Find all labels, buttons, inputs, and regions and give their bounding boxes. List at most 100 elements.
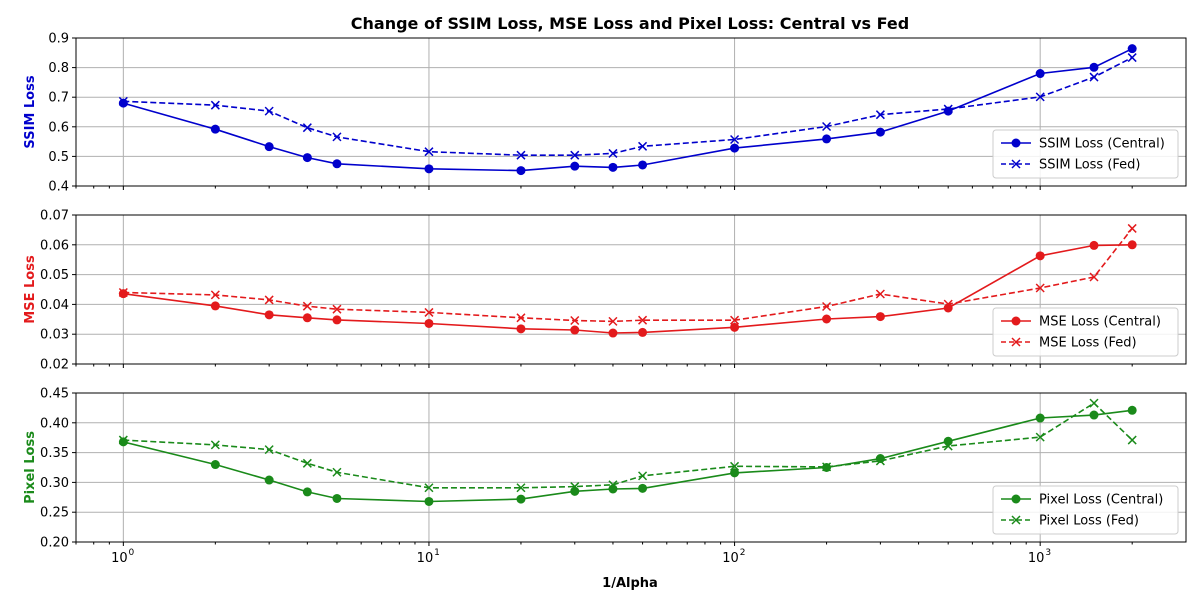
data-point — [1127, 44, 1137, 54]
data-point — [332, 132, 342, 142]
y-tick-label: 0.6 — [48, 120, 69, 135]
legend-box — [992, 485, 1179, 535]
series-line — [123, 56, 1133, 156]
y-tick-label: 0.5 — [48, 150, 69, 165]
data-point — [210, 440, 220, 450]
y-axis-label: Pixel Loss — [23, 431, 38, 504]
axes-frame — [75, 214, 1187, 365]
data-point — [608, 148, 618, 158]
data-point — [264, 310, 274, 320]
data-point — [608, 328, 618, 338]
data-point — [570, 486, 580, 496]
data-point — [875, 127, 885, 137]
x-tick-exponent: 1 — [434, 548, 440, 558]
data-point — [118, 437, 128, 447]
y-tick-label: 0.25 — [40, 506, 69, 521]
data-point — [302, 123, 312, 133]
legend: SSIM Loss (Central) SSIM Loss (Fed) — [992, 129, 1179, 179]
legend-marker — [1011, 316, 1021, 326]
data-point — [875, 456, 885, 466]
x-tick-label: 10 — [722, 551, 739, 566]
data-point — [516, 150, 526, 160]
chart-title: Change of SSIM Loss, MSE Loss and Pixel … — [351, 14, 909, 33]
data-point — [730, 322, 740, 332]
panel-1: 0.4 0.5 0.6 0.7 0.8 0.9 SSIM Loss SSIM Loss (Ce… — [23, 32, 1187, 195]
data-point — [943, 299, 953, 309]
panel-3: 0.20 0.25 0.30 0.35 0.40 0.45 Pixel Loss Pixel … — [23, 387, 1187, 566]
legend-label: Pixel Loss (Central) — [1039, 493, 1163, 508]
data-point — [302, 313, 312, 323]
data-point — [302, 458, 312, 468]
data-point — [1035, 283, 1045, 293]
data-point — [118, 287, 128, 298]
data-point — [822, 462, 832, 472]
y-tick-label: 0.30 — [40, 476, 69, 491]
legend-marker — [1011, 515, 1021, 525]
series-line — [123, 402, 1133, 489]
data-point — [875, 289, 885, 299]
x-tick-label: 10 — [111, 551, 128, 566]
y-tick-label: 0.45 — [40, 387, 69, 402]
data-point — [730, 468, 740, 478]
legend-label: MSE Loss (Fed) — [1039, 336, 1137, 351]
legend-label: SSIM Loss (Fed) — [1039, 158, 1141, 173]
data-point — [264, 475, 274, 485]
panels: 0.4 0.5 0.6 0.7 0.8 0.9 SSIM Loss SSIM Loss (Ce… — [23, 32, 1187, 566]
data-point — [1089, 398, 1099, 408]
data-point — [1089, 272, 1099, 282]
legend-marker — [1011, 337, 1021, 347]
legend-box — [992, 307, 1179, 357]
data-point — [730, 143, 740, 153]
data-point — [210, 290, 220, 300]
series-line — [123, 409, 1133, 503]
data-point — [1035, 92, 1045, 102]
data-point — [822, 134, 832, 144]
data-point — [638, 483, 648, 493]
data-point — [210, 460, 220, 470]
data-point — [1089, 240, 1099, 250]
data-point — [210, 301, 220, 311]
series-line — [123, 47, 1133, 172]
data-point — [264, 295, 274, 305]
data-point — [516, 166, 526, 176]
data-point — [1035, 69, 1045, 79]
legend-box — [992, 129, 1179, 179]
data-point — [570, 482, 580, 492]
data-point — [264, 445, 274, 455]
data-point — [822, 314, 832, 324]
y-tick-label: 0.02 — [40, 358, 69, 373]
data-point — [1127, 53, 1137, 63]
data-point — [516, 324, 526, 334]
y-tick-label: 0.40 — [40, 416, 69, 431]
data-point — [1089, 410, 1099, 420]
data-point — [424, 164, 434, 174]
data-point — [943, 104, 953, 114]
data-point — [730, 134, 740, 145]
data-point — [264, 142, 274, 152]
y-tick-label: 0.07 — [40, 209, 69, 224]
panel-2: 0.02 0.03 0.04 0.05 0.06 0.07 MSE Loss MSE Loss… — [23, 209, 1187, 373]
data-point — [210, 124, 220, 134]
data-point — [570, 325, 580, 335]
axes-frame — [75, 37, 1187, 187]
data-point — [570, 150, 580, 160]
data-point — [332, 304, 342, 314]
data-point — [424, 483, 434, 493]
data-point — [822, 301, 832, 312]
y-tick-label: 0.4 — [48, 180, 69, 195]
legend: MSE Loss (Central) MSE Loss (Fed) — [992, 307, 1179, 357]
data-point — [608, 480, 618, 490]
data-point — [570, 161, 580, 171]
y-tick-label: 0.04 — [40, 298, 69, 313]
data-point — [424, 147, 434, 157]
data-point — [638, 160, 648, 170]
data-point — [516, 483, 526, 493]
legend: Pixel Loss (Central) Pixel Loss (Fed) — [992, 485, 1179, 535]
x-tick-exponent: 3 — [1045, 548, 1051, 558]
x-axis-label: 1/Alpha — [602, 576, 658, 591]
data-point — [118, 98, 128, 108]
data-point — [1127, 223, 1137, 233]
x-tick-exponent: 2 — [740, 548, 746, 558]
